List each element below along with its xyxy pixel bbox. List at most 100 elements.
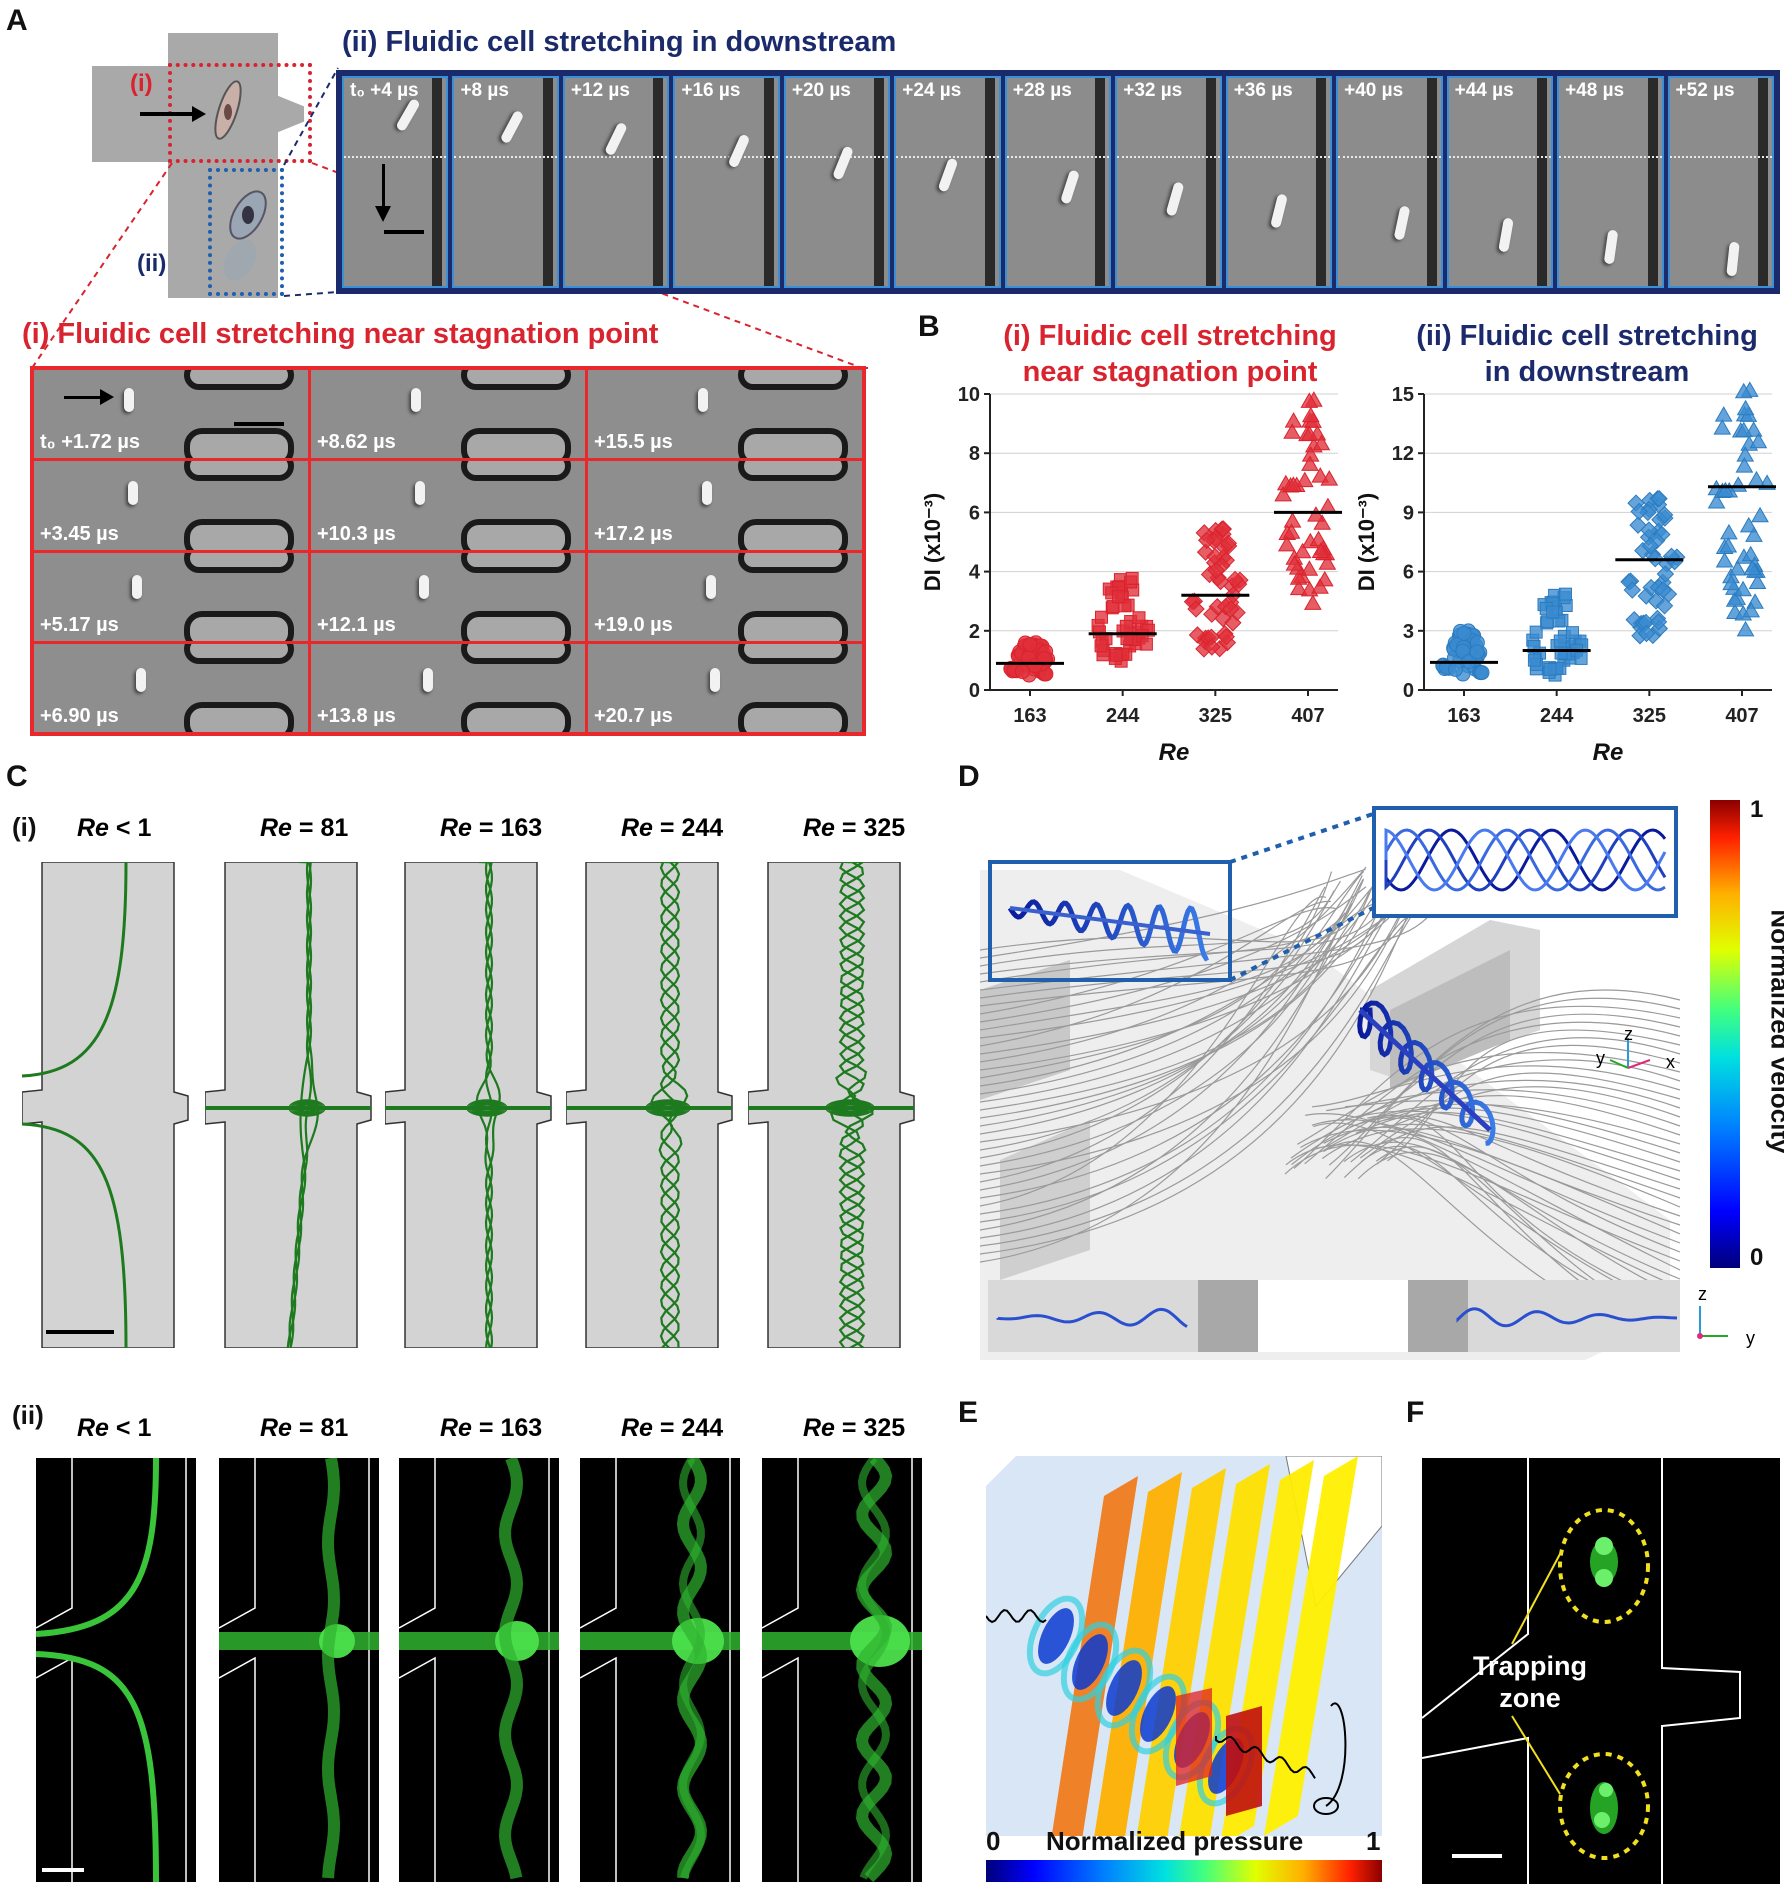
panel-a-ii-title: (ii) Fluidic cell stretching in downstre… bbox=[342, 26, 897, 58]
data-point bbox=[1313, 514, 1332, 530]
reference-line bbox=[1338, 156, 1441, 158]
schematic-main-channel bbox=[168, 33, 278, 298]
data-point bbox=[1707, 492, 1726, 509]
x-tick-label: 163 bbox=[1447, 705, 1480, 727]
downstream-time-label: +28 µs bbox=[1012, 80, 1072, 101]
pressure-colorbar-min: 0 bbox=[986, 1826, 1001, 1856]
data-point bbox=[1283, 423, 1302, 439]
data-point bbox=[1300, 425, 1319, 441]
data-point bbox=[1094, 639, 1108, 653]
cell-image bbox=[415, 481, 425, 506]
y-axis-label: DI (x10⁻³) bbox=[920, 493, 945, 591]
reference-line bbox=[454, 156, 557, 158]
flow-arrowhead bbox=[375, 206, 391, 222]
channel-wall-bottom bbox=[184, 428, 294, 459]
channel-wall bbox=[1426, 78, 1437, 286]
stagnation-frame: +19.0 µs bbox=[588, 552, 862, 641]
channel-wall bbox=[1205, 78, 1216, 286]
data-point bbox=[1139, 637, 1153, 651]
cell-image bbox=[937, 157, 959, 193]
cell-image bbox=[1165, 181, 1185, 217]
panel-label-f: F bbox=[1406, 1396, 1425, 1429]
data-point bbox=[1095, 610, 1109, 624]
axis-y-label-side: y bbox=[1746, 1328, 1755, 1348]
stagnation-frame: +3.45 µs bbox=[34, 461, 308, 550]
data-point bbox=[1318, 554, 1337, 570]
data-point bbox=[1630, 502, 1648, 521]
y-tick-label: 6 bbox=[1403, 562, 1414, 584]
downstream-time-label: +48 µs bbox=[1565, 80, 1625, 101]
stagnation-time-label: t₀ +1.72 µs bbox=[40, 431, 141, 454]
flow-arrow bbox=[382, 164, 385, 208]
velocity-colorbar-label: Normalized velocity bbox=[1765, 909, 1784, 1154]
data-point bbox=[1558, 587, 1572, 601]
cell-image bbox=[423, 667, 433, 692]
channel-wall bbox=[1316, 78, 1327, 286]
data-point bbox=[1655, 597, 1674, 615]
data-point bbox=[1295, 471, 1314, 488]
pressure-colorbar-label: Normalized pressure bbox=[1046, 1826, 1304, 1856]
sim-re-title: Re < 1 bbox=[77, 814, 152, 842]
stagnation-frame: +12.1 µs bbox=[311, 552, 585, 641]
pressure-colorbar-max: 1 bbox=[1366, 1826, 1381, 1856]
y-tick-label: 6 bbox=[969, 502, 980, 524]
cell-image bbox=[419, 574, 429, 599]
cell-image bbox=[706, 574, 716, 599]
data-point bbox=[1300, 392, 1319, 408]
data-point bbox=[1111, 590, 1125, 604]
stagnation-time-label: +20.7 µs bbox=[594, 705, 673, 727]
data-point bbox=[1720, 523, 1738, 540]
data-point bbox=[1574, 651, 1588, 665]
downstream-frame: +20 µs bbox=[783, 76, 891, 288]
reference-line bbox=[344, 156, 447, 158]
cell-image bbox=[727, 133, 751, 169]
reference-line bbox=[896, 156, 999, 158]
trapping-zone-line1: Trapping bbox=[1473, 1651, 1587, 1681]
data-point bbox=[1300, 560, 1319, 576]
stagnation-frame: +20.7 µs bbox=[588, 643, 862, 732]
trapping-zone-line2: zone bbox=[1499, 1683, 1561, 1713]
data-point bbox=[1301, 455, 1319, 471]
data-point bbox=[1650, 489, 1668, 508]
data-point bbox=[1655, 506, 1674, 524]
x-tick-label: 325 bbox=[1199, 705, 1232, 727]
panel-label-a: A bbox=[6, 4, 28, 37]
stagnation-time-label: +15.5 µs bbox=[594, 431, 673, 454]
channel-wall-top bbox=[184, 370, 294, 390]
reference-line bbox=[564, 156, 668, 158]
downstream-frame: +36 µs bbox=[1225, 76, 1333, 288]
exp-fluorescence-panel bbox=[36, 1458, 196, 1882]
data-point bbox=[1637, 624, 1656, 643]
channel-wall bbox=[874, 78, 885, 286]
channel-wall-top bbox=[461, 552, 571, 573]
reference-line bbox=[1559, 156, 1662, 158]
data-point bbox=[1214, 520, 1233, 538]
flow-arrowhead bbox=[100, 389, 114, 405]
data-point bbox=[1284, 412, 1303, 428]
panel-label-d: D bbox=[958, 760, 980, 793]
panel-e-pressure-sim bbox=[986, 1456, 1382, 1836]
x-axis-label: Re bbox=[1159, 739, 1190, 766]
exp-fluorescence-panel bbox=[399, 1458, 559, 1882]
y-tick-label: 4 bbox=[969, 562, 981, 584]
channel-wall-top bbox=[461, 370, 571, 390]
data-point bbox=[1529, 625, 1543, 639]
downstream-time-label: +8 µs bbox=[460, 80, 509, 101]
stagnation-frame: t₀ +1.72 µs bbox=[34, 370, 308, 459]
x-tick-label: 244 bbox=[1106, 705, 1140, 727]
data-point bbox=[1641, 537, 1659, 555]
y-tick-label: 0 bbox=[969, 680, 980, 702]
stagnation-frame: +6.90 µs bbox=[34, 643, 308, 732]
panel-d-3d-streamlines bbox=[980, 812, 1681, 1360]
downstream-frame: +16 µs bbox=[673, 76, 780, 288]
data-point bbox=[1119, 619, 1133, 633]
cell-image bbox=[702, 481, 712, 506]
panel-label-b: B bbox=[918, 310, 940, 343]
stagnation-time-label: +5.17 µs bbox=[40, 613, 119, 636]
data-point bbox=[1219, 534, 1238, 552]
exp-fluorescence-panel bbox=[580, 1458, 740, 1882]
reference-line bbox=[1006, 156, 1110, 158]
cell-image bbox=[499, 109, 525, 145]
y-tick-label: 3 bbox=[1403, 621, 1414, 643]
chart-di-stagnation: 0 2 4 6 8 10 DI (x10⁻³) Re 163 244 325 407 bbox=[920, 384, 1342, 766]
